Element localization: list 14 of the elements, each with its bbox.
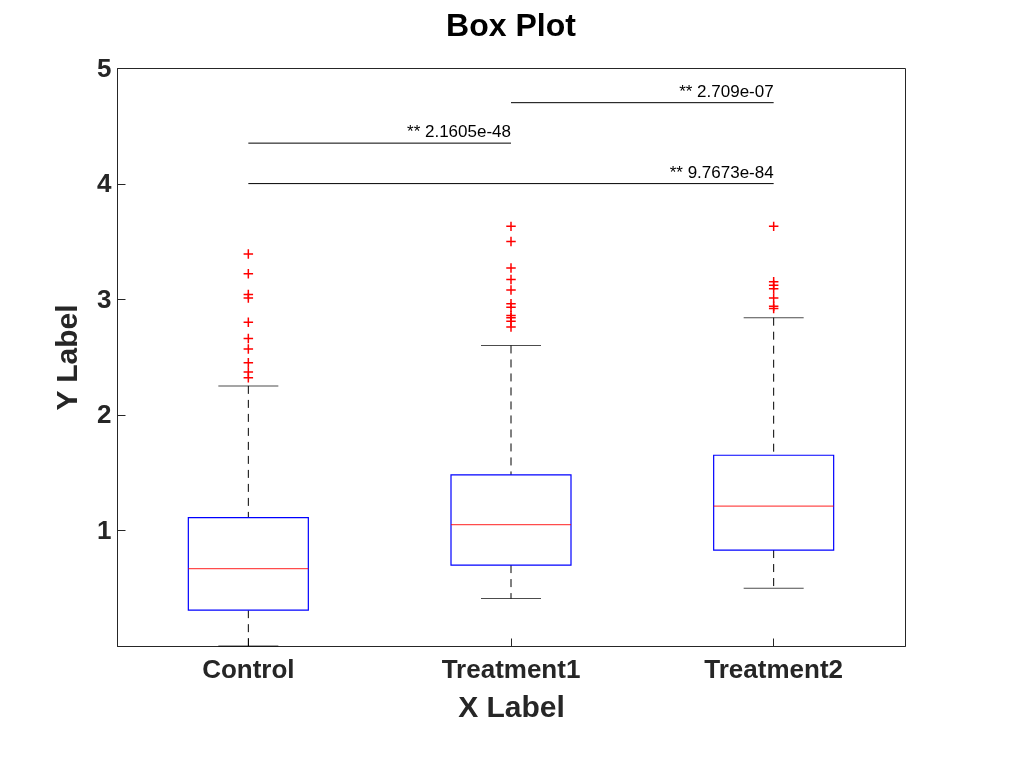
y-tick-label: 3 (97, 283, 112, 314)
x-tick-label: Treatment2 (704, 653, 844, 684)
x-tick-label: Control (202, 653, 295, 684)
y-axis-title: Y Label (50, 304, 84, 411)
annotation: ** 9.7673e-84 (669, 162, 774, 182)
y-tick-label: 5 (97, 52, 112, 83)
y-tick-label: 2 (97, 399, 112, 430)
annotation: ** 2.709e-07 (679, 81, 774, 101)
x-axis-title: X Label (458, 689, 565, 723)
chart-title: Box Plot (446, 7, 577, 43)
x-tick-label: Treatment1 (441, 653, 581, 684)
y-tick-label: 1 (97, 514, 112, 545)
y-tick-label: 4 (97, 168, 113, 199)
annotation: ** 2.1605e-48 (407, 122, 511, 142)
